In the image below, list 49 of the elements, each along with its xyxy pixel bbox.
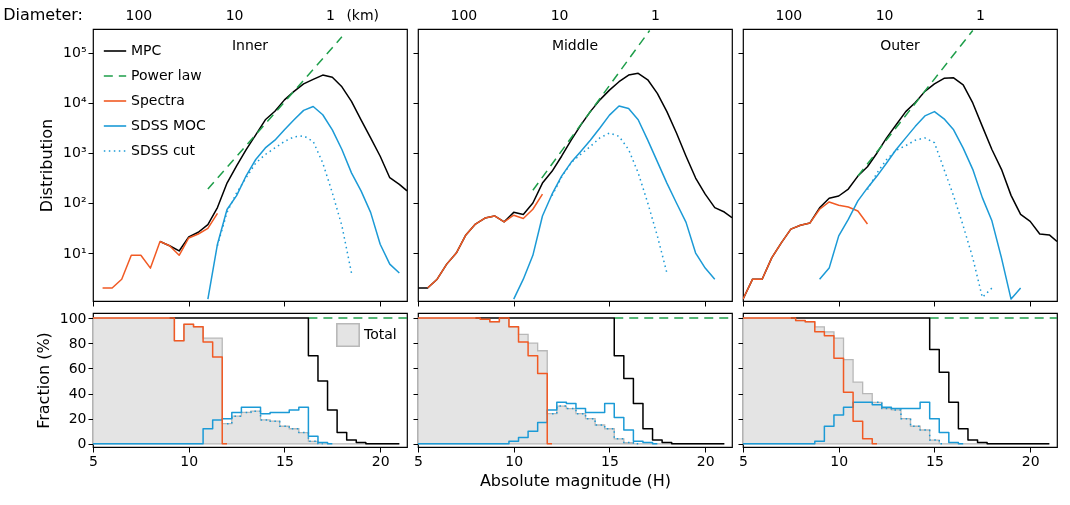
y-tick-label: 20 — [68, 410, 87, 427]
y-tick-label: 10³ — [63, 144, 87, 161]
text: Outer — [880, 37, 921, 53]
x-tick-label: 15 — [276, 452, 294, 469]
y-axis-title: Distribution — [37, 118, 57, 213]
text: Middle — [551, 37, 599, 53]
legend-label: SDSS MOC — [131, 117, 206, 133]
x-tick-label: 20 — [696, 452, 715, 469]
x-tick-label: 15 — [926, 452, 944, 469]
text: (km) — [346, 7, 380, 23]
text: 1 — [650, 7, 660, 23]
x-axis-title: Absolute magnitude (H) — [479, 470, 672, 490]
text: Inner — [231, 37, 269, 53]
x-tick-label: 15 — [601, 452, 619, 469]
y-tick-label: 10⁴ — [63, 94, 87, 111]
x-tick-label: 10 — [180, 452, 199, 469]
x-tick-label: 10 — [830, 452, 849, 469]
text: 100 — [125, 7, 153, 23]
y-tick-label: 60 — [68, 359, 87, 376]
line-series — [207, 105, 401, 300]
x-tick-label: 5 — [89, 452, 98, 469]
legend-label: Power law — [131, 67, 202, 83]
y-tick-label: 0 — [77, 435, 87, 452]
line-series — [101, 212, 219, 289]
y-tick-label: 80 — [68, 334, 87, 351]
text: 10 — [225, 7, 244, 23]
x-tick-label: 10 — [505, 452, 524, 469]
legend-label: Spectra — [131, 92, 185, 108]
x-tick-label: 20 — [1021, 452, 1040, 469]
text: 100 — [450, 7, 478, 23]
y-axis-title: Fraction (%) — [33, 332, 53, 429]
text: 1 — [325, 7, 335, 23]
text: 100 — [775, 7, 803, 23]
y-tick-label: 10⁵ — [63, 44, 87, 61]
x-tick-label: 5 — [414, 452, 423, 469]
text: 10 — [875, 7, 894, 23]
y-tick-label: 100 — [59, 309, 87, 326]
line-series — [216, 135, 353, 274]
x-tick-label: 20 — [371, 452, 390, 469]
text: 1 — [975, 7, 985, 23]
text: Diameter: — [3, 5, 83, 24]
legend-label: MPC — [131, 42, 162, 58]
x-tick-label: 5 — [739, 452, 748, 469]
y-tick-label: 10¹ — [63, 244, 87, 261]
y-tick-label: 10² — [63, 194, 87, 211]
legend-label: SDSS cut — [131, 142, 196, 158]
legend-label: Total — [363, 326, 397, 342]
text: 10 — [550, 7, 569, 23]
y-tick-label: 40 — [68, 385, 87, 402]
